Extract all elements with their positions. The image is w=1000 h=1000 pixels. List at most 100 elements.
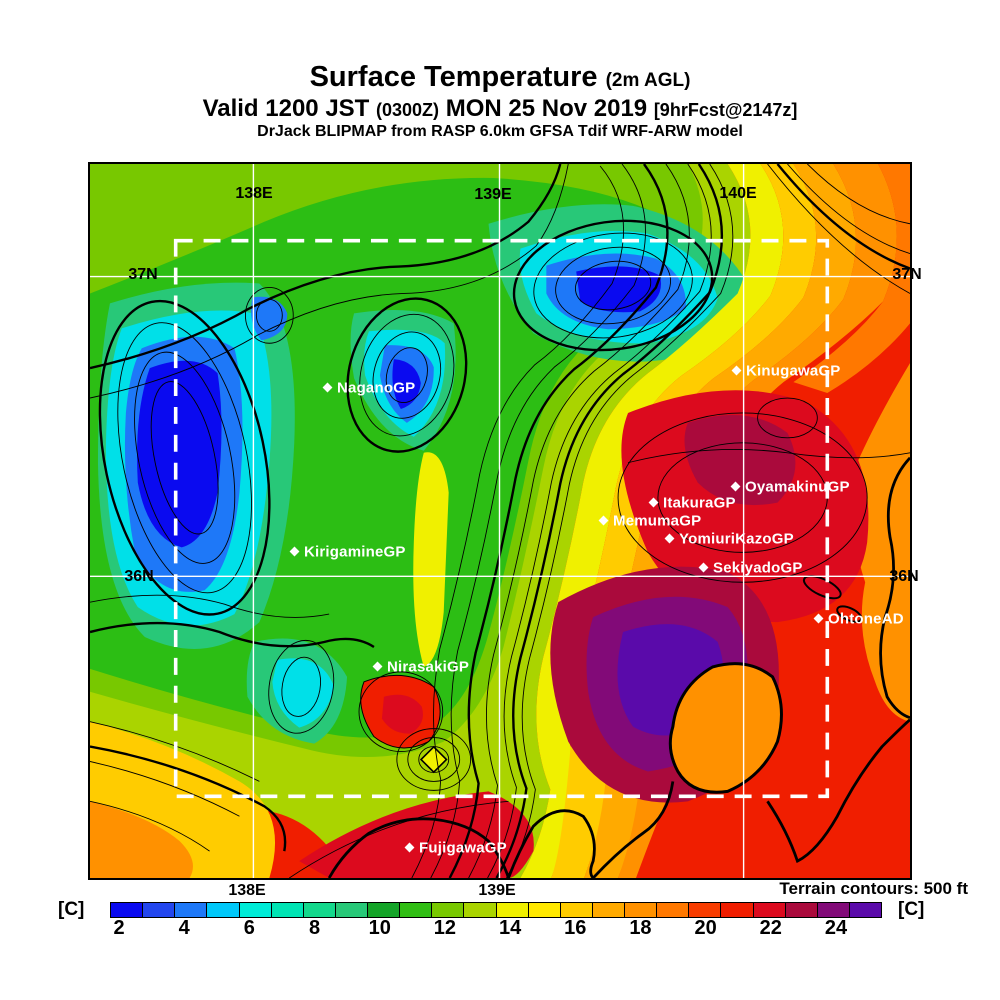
colorbar-tick: 4 [178, 917, 190, 939]
colorbar-segment [239, 903, 272, 917]
valid-time-line: Valid 1200 JST (0300Z) MON 25 Nov 2019 [… [0, 96, 1000, 123]
station-marker: NirasakiGP [372, 658, 470, 676]
colorbar-tick: 22 [759, 917, 782, 939]
colorbar-segment [303, 903, 336, 917]
grid-label-left-36n: 36N [124, 568, 154, 585]
temperature-map-art [90, 164, 910, 878]
station-label: OyamakinuGP [745, 478, 850, 496]
title-main: Surface Temperature [309, 61, 598, 93]
grid-label-right-37n: 37N [892, 266, 922, 283]
station-label: YomiuriKazoGP [679, 530, 794, 548]
plot-header: Surface Temperature (2m AGL) Valid 1200 … [0, 62, 1000, 141]
station-dot-icon [730, 481, 741, 492]
grid-label-top-140e: 140E [719, 185, 757, 202]
colorbar-tick: 18 [629, 917, 652, 939]
colorbar-unit-right: [C] [898, 899, 925, 920]
coastline [327, 456, 910, 878]
colorbar-tick: 2 [113, 917, 125, 939]
colorbar-segment [592, 903, 625, 917]
colorbar-tick: 12 [433, 917, 457, 939]
terrain-contours-thin [90, 164, 910, 878]
station-marker: YomiuriKazoGP [664, 530, 794, 548]
station-dot-icon [322, 382, 333, 393]
colorbar-segments [110, 902, 882, 918]
station-dot-icon [372, 661, 383, 672]
colorbar-segment [207, 903, 240, 917]
colorbar-segment [753, 903, 786, 917]
colorbar-segment [625, 903, 658, 917]
station-dot-icon [404, 842, 415, 853]
grid-label-top-139e: 139E [474, 186, 512, 203]
station-label: NaganoGP [337, 379, 416, 397]
grid-label-right-36n: 36N [889, 568, 919, 585]
station-marker: ItakuraGP [648, 494, 736, 512]
station-marker: NaganoGP [322, 379, 416, 397]
colorbar-ticks: 2 4 6 8 10 12 14 16 18 20 22 24 [110, 917, 880, 941]
graticule [90, 164, 910, 878]
colorbar-unit-left: [C] [58, 899, 85, 920]
colorbar-segment [368, 903, 401, 917]
colorbar-tick: 20 [694, 917, 717, 939]
valid-time-utc: (0300Z) [376, 100, 440, 120]
colorbar-tick: 8 [308, 917, 321, 939]
page-title: Surface Temperature (2m AGL) [0, 62, 1000, 96]
title-suffix: (2m AGL) [605, 70, 691, 91]
grid-label-bottom-138e: 138E [228, 882, 266, 899]
colorbar-segment [335, 903, 368, 917]
station-label: ItakuraGP [663, 494, 736, 512]
colorbar-segment [175, 903, 208, 917]
colorbar-segment [400, 903, 433, 917]
station-label: NirasakiGP [387, 658, 470, 676]
map-container: 138E 139E 140E 37N 36N 37N 36N NaganoGP K… [88, 162, 922, 880]
grid-label-top-138e: 138E [235, 185, 273, 202]
model-info-line: DrJack BLIPMAP from RASP 6.0km GFSA Tdif… [257, 123, 743, 140]
terrain-contours-note: Terrain contours: 500 ft [779, 879, 968, 898]
colorbar-segment [849, 903, 881, 917]
grid-label-bottom-139e: 139E [478, 882, 516, 899]
station-dot-icon [731, 365, 742, 376]
colorbar-segment [657, 903, 690, 917]
station-label: OhtoneAD [828, 610, 904, 628]
station-marker: OhtoneAD [813, 610, 904, 628]
colorbar-segment [689, 903, 722, 917]
station-marker: FujigawaGP [404, 839, 507, 857]
station-label: KirigamineGP [304, 543, 406, 561]
station-dot-icon [648, 497, 659, 508]
station-marker: KirigamineGP [289, 543, 406, 561]
colorbar-tick: 10 [368, 917, 391, 939]
station-label: MemumaGP [613, 512, 702, 530]
station-dot-icon [664, 533, 675, 544]
station-dot-icon [289, 546, 300, 557]
station-dot-icon [813, 613, 824, 624]
valid-time: Valid 1200 JST [202, 95, 370, 122]
station-label: FujigawaGP [419, 839, 507, 857]
colorbar-segment [432, 903, 465, 917]
station-marker: MemumaGP [598, 512, 702, 530]
station-label: SekiyadoGP [713, 559, 803, 577]
colorbar-segment [111, 903, 144, 917]
colorbar-tick: 16 [564, 917, 587, 939]
station-dot-icon [598, 515, 609, 526]
station-marker: OyamakinuGP [730, 478, 850, 496]
station-marker: KinugawaGP [731, 362, 841, 380]
colorbar-segment [560, 903, 593, 917]
colorbar-tick: 24 [824, 917, 848, 939]
colorbar-tick: 14 [498, 917, 522, 939]
colorbar-segment [143, 903, 176, 917]
valid-date: MON 25 Nov 2019 [445, 95, 648, 122]
colorbar-tick: 6 [243, 917, 255, 939]
colorbar-segment [496, 903, 529, 917]
colorbar-segment [271, 903, 304, 917]
cool-zone-fills [90, 164, 751, 878]
forecast-run-info: [9hrFcst@2147z] [653, 100, 798, 120]
colorbar-segment [785, 903, 818, 917]
colorbar-segment [721, 903, 754, 917]
station-dot-icon [698, 562, 709, 573]
station-label: KinugawaGP [746, 362, 841, 380]
colorbar-segment [817, 903, 850, 917]
warm-details [90, 363, 910, 878]
colorbar-segment [464, 903, 497, 917]
colorbar-segment [528, 903, 561, 917]
station-marker: SekiyadoGP [698, 559, 803, 577]
grid-label-left-37n: 37N [128, 266, 158, 283]
